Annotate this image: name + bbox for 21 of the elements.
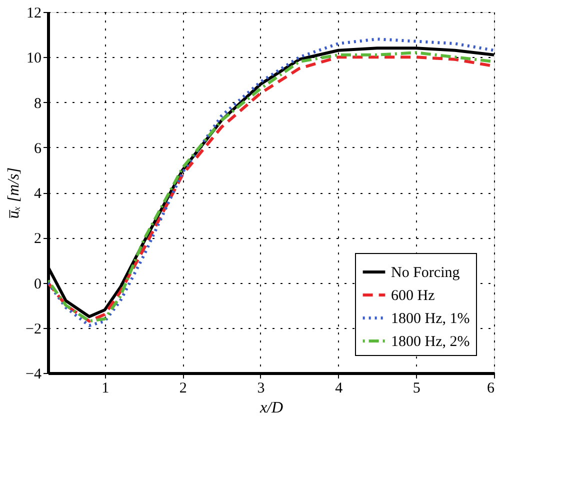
x-axis-title: x/D <box>258 400 284 416</box>
y-tick-label: 4 <box>34 186 42 202</box>
x-tick-label: 3 <box>257 380 265 396</box>
y-axis-title: u̅ₓ [m/s] <box>6 167 23 219</box>
legend-label: 1800 Hz, 1% <box>391 311 470 327</box>
y-tick-label: 0 <box>34 276 42 292</box>
legend-label: 600 Hz <box>391 288 436 304</box>
y-tick-label: 6 <box>34 140 42 157</box>
x-tick-label: 4 <box>335 380 344 396</box>
legend-label: 1800 Hz, 2% <box>391 334 470 350</box>
x-tick-label: 5 <box>412 380 420 396</box>
y-tick-label: −2 <box>26 321 42 338</box>
legend-label: No Forcing <box>391 265 460 281</box>
y-tick-label: 8 <box>34 96 42 112</box>
x-tick-label: 1 <box>102 380 110 396</box>
y-tick-label: 2 <box>34 231 42 248</box>
x-tick-label: 6 <box>487 380 495 396</box>
y-tick-label: 12 <box>26 6 42 22</box>
y-tick-label: −4 <box>26 366 42 382</box>
y-tick-label: 10 <box>26 50 42 67</box>
x-tick-label: 2 <box>179 380 187 396</box>
